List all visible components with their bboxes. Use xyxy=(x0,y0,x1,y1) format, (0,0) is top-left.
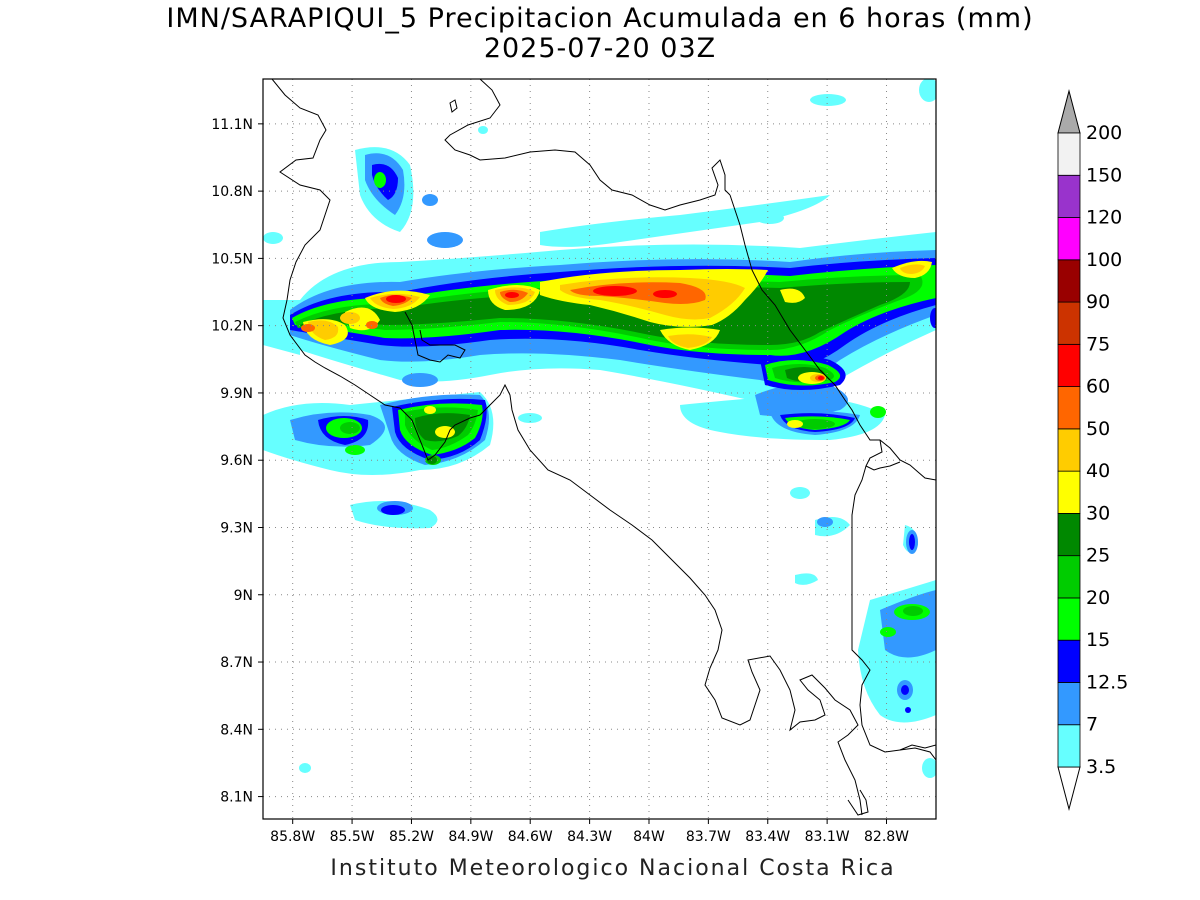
precipitation-field xyxy=(263,79,936,778)
colorbar-box xyxy=(1057,217,1081,261)
colorbar-label: 30 xyxy=(1086,502,1110,524)
colorbar-label: 50 xyxy=(1086,418,1110,440)
colorbar-box xyxy=(1057,597,1081,641)
coast-se xyxy=(899,744,936,751)
colorbar-label: 60 xyxy=(1086,376,1110,398)
colorbar-label: 150 xyxy=(1086,164,1122,186)
lon-tick-label: 84.6W xyxy=(508,829,553,845)
coast-nicoya xyxy=(404,311,466,363)
colorbar-arrow-max xyxy=(1057,89,1081,134)
colorbar-box xyxy=(1057,132,1081,176)
colorbar-box xyxy=(1057,724,1081,768)
lon-tick-label: 85.2W xyxy=(389,829,434,845)
border-east xyxy=(729,194,936,481)
longitude-axis: 85.8W 85.5W 85.2W 84.9W 84.6W 84.3W 84W 83.7W 83… xyxy=(270,819,909,845)
colorbar-label: 3.5 xyxy=(1086,756,1116,778)
lon-tick-label: 84W xyxy=(633,829,665,845)
lat-tick-label: 8.4N xyxy=(220,722,253,738)
colorbar-label: 90 xyxy=(1086,291,1110,313)
map-title: IMN/SARAPIQUI_5 Precipitacion Acumulada … xyxy=(166,3,1034,34)
lon-tick-label: 83.1W xyxy=(805,829,850,845)
lon-tick-label: 85.5W xyxy=(330,829,375,845)
colorbar-label: 40 xyxy=(1086,460,1110,482)
colorbar-label: 75 xyxy=(1086,333,1110,355)
lat-tick-label: 9.6N xyxy=(220,453,253,469)
lat-tick-label: 10.8N xyxy=(211,184,253,200)
colorbar: 3.5 7 12.5 15 20 25 30 40 50 60 75 90 100 120 150 200 xyxy=(1057,89,1128,811)
map-timestamp: 2025-07-20 03Z xyxy=(483,33,717,64)
colorbar-box xyxy=(1057,259,1081,303)
lat-tick-label: 8.1N xyxy=(220,790,253,806)
colorbar-box xyxy=(1057,470,1081,514)
lon-tick-label: 82.8W xyxy=(864,829,909,845)
plot-frame xyxy=(262,78,937,820)
colorbar-box xyxy=(1057,301,1081,345)
coast-nicaragua-lake xyxy=(271,79,863,816)
lat-tick-label: 10.2N xyxy=(211,319,253,335)
colorbar-label: 7 xyxy=(1086,714,1098,736)
lat-tick-label: 8.7N xyxy=(220,655,253,671)
colorbar-box xyxy=(1057,343,1081,388)
colorbar-box xyxy=(1057,174,1081,218)
colorbar-box xyxy=(1057,639,1081,683)
colorbar-label: 25 xyxy=(1086,545,1110,567)
lon-tick-label: 84.3W xyxy=(567,829,612,845)
lat-lon-grid xyxy=(263,79,936,819)
colorbar-box xyxy=(1057,428,1081,472)
lat-tick-label: 9.9N xyxy=(220,386,253,402)
latitude-axis: 11.1N 10.8N 10.5N 10.2N 9.9N 9.6N 9.3N 9N 8.7N 8.… xyxy=(211,117,263,806)
coast-caribbean xyxy=(444,79,731,211)
colorbar-label: 20 xyxy=(1086,587,1110,609)
lat-tick-label: 11.1N xyxy=(211,117,253,133)
island-north xyxy=(449,99,458,113)
colorbar-box xyxy=(1057,386,1081,430)
lat-tick-label: 9.3N xyxy=(220,520,253,536)
lon-tick-label: 83.4W xyxy=(745,829,790,845)
lon-tick-label: 83.7W xyxy=(686,829,731,845)
lat-tick-label: 10.5N xyxy=(211,251,253,267)
rain-cell-south-4 xyxy=(795,573,818,585)
lon-tick-label: 84.9W xyxy=(448,829,493,845)
colorbar-label: 100 xyxy=(1086,249,1122,271)
colorbar-box xyxy=(1057,555,1081,599)
rain-band-north xyxy=(540,195,830,247)
colorbar-box xyxy=(1057,513,1081,557)
lon-tick-label: 85.8W xyxy=(270,829,315,845)
coast-south-penninsula xyxy=(847,789,869,816)
colorbar-label: 120 xyxy=(1086,207,1122,229)
colorbar-label: 12.5 xyxy=(1086,671,1128,693)
colorbar-box xyxy=(1057,682,1081,726)
lat-tick-label: 9N xyxy=(234,588,253,604)
credit-text: Instituto Meteorologico Nacional Costa R… xyxy=(330,856,896,881)
colorbar-arrow-min xyxy=(1057,766,1081,811)
colorbar-label: 200 xyxy=(1086,122,1122,144)
colorbar-label: 15 xyxy=(1086,629,1110,651)
coastlines xyxy=(271,79,936,816)
